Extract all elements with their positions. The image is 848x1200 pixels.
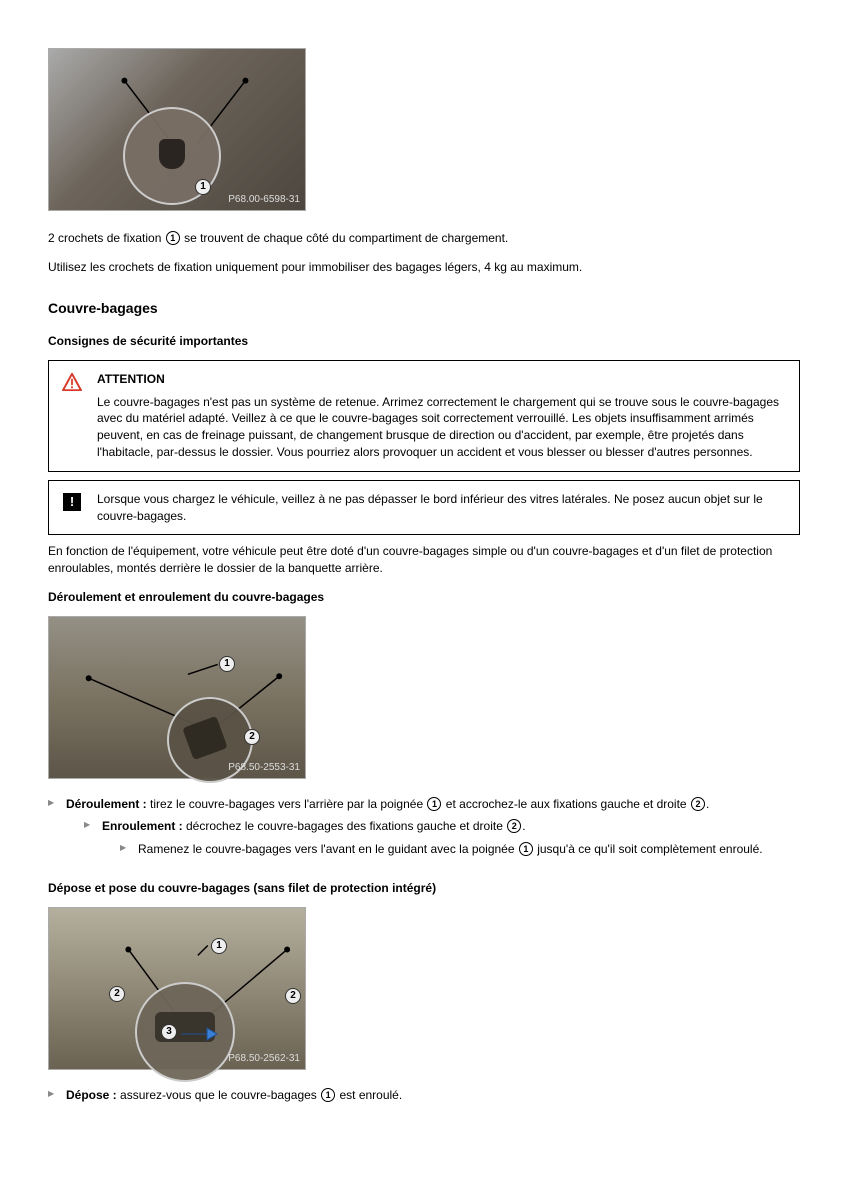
info-box: ! Lorsque vous chargez le véhicule, veil… [48,480,800,536]
text: décrochez le couvre-bagages des fixation… [183,819,507,833]
text: jusqu'à ce qu'il soit complètement enrou… [534,842,763,856]
info-body: Lorsque vous chargez le véhicule, veille… [97,491,787,525]
warning-triangle-icon [62,373,82,391]
step-label: Déroulement : [66,797,147,811]
ref-1: 1 [166,231,180,245]
arrow-icon [179,1024,219,1044]
ref-1: 1 [321,1088,335,1102]
callout-2b: 2 [285,988,301,1004]
equipment-text: En fonction de l'équipement, votre véhic… [48,543,800,577]
ref-1: 1 [427,797,441,811]
intro-line-2: Utilisez les crochets de fixation unique… [48,259,800,276]
attention-box: ATTENTION Le couvre-bagages n'est pas un… [48,360,800,472]
text: . [706,797,709,811]
sub-heading-rollout: Déroulement et enroulement du couvre-bag… [48,589,800,606]
warning-icon-col [61,371,83,391]
ref-2: 2 [507,819,521,833]
callout-1: 1 [211,938,227,954]
ref-1: 1 [519,842,533,856]
step-ramenez: Ramenez le couvre-bagages vers l'avant e… [120,841,800,858]
figure-hook: 1 P68.00-6598-31 [48,48,306,211]
ref-2: 2 [691,797,705,811]
step-deroulement: Déroulement : tirez le couvre-bagages ve… [48,796,800,858]
callout-1: 1 [219,656,235,672]
attention-content: ATTENTION Le couvre-bagages n'est pas un… [97,371,787,461]
step-depose: Dépose : assurez-vous que le couvre-baga… [48,1087,800,1104]
text: Ramenez le couvre-bagages vers l'avant e… [138,842,518,856]
sub-heading-remove: Dépose et pose du couvre-bagages (sans f… [48,880,800,897]
attention-title: ATTENTION [97,371,787,388]
figure-code: P68.50-2553-31 [228,761,300,775]
step-label: Enroulement : [102,819,183,833]
handle-shape [182,716,227,760]
text: est enroulé. [336,1088,402,1102]
section-heading: Couvre-bagages [48,299,800,319]
sub-heading-safety: Consignes de sécurité importantes [48,333,800,350]
info-content: Lorsque vous chargez le véhicule, veille… [97,491,787,525]
figure-lens [135,982,235,1082]
step-label: Dépose : [66,1088,117,1102]
hook-shape [159,139,185,169]
callout-1: 1 [195,179,211,195]
text: assurez-vous que le couvre-bagages [117,1088,320,1102]
text: et accrochez-le aux fixations gauche et … [442,797,689,811]
figure-remove: 1 2 2 3 P68.50-2562-31 [48,907,306,1070]
figure-code: P68.00-6598-31 [228,193,300,207]
intro-line-1: 2 crochets de fixation 1 se trouvent de … [48,230,800,247]
steps-remove: Dépose : assurez-vous que le couvre-baga… [48,1087,800,1104]
text: se trouvent de chaque côté du compartime… [181,231,509,245]
info-icon-col: ! [61,491,83,511]
text: 2 crochets de fixation [48,231,165,245]
text: tirez le couvre-bagages vers l'arrière p… [147,797,427,811]
figure-code: P68.50-2562-31 [228,1052,300,1066]
callout-2: 2 [244,729,260,745]
info-square-icon: ! [63,493,81,511]
steps-rollout: Déroulement : tirez le couvre-bagages ve… [48,796,800,858]
step-enroulement: Enroulement : décrochez le couvre-bagage… [84,818,800,858]
figure-rollout: 1 2 P68.50-2553-31 [48,616,306,779]
callout-2a: 2 [109,986,125,1002]
callout-3: 3 [161,1024,177,1040]
attention-body: Le couvre-bagages n'est pas un système d… [97,394,787,461]
text: . [522,819,525,833]
